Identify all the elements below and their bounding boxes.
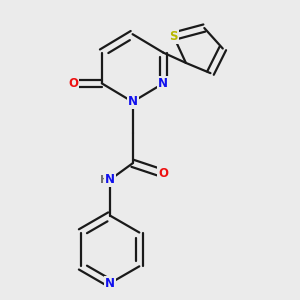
Text: N: N (105, 173, 115, 186)
Text: O: O (158, 167, 168, 180)
Text: O: O (68, 77, 78, 90)
Text: H: H (100, 175, 109, 185)
Text: N: N (128, 95, 138, 108)
Text: N: N (158, 77, 168, 90)
Text: N: N (105, 277, 115, 290)
Text: S: S (169, 30, 178, 43)
